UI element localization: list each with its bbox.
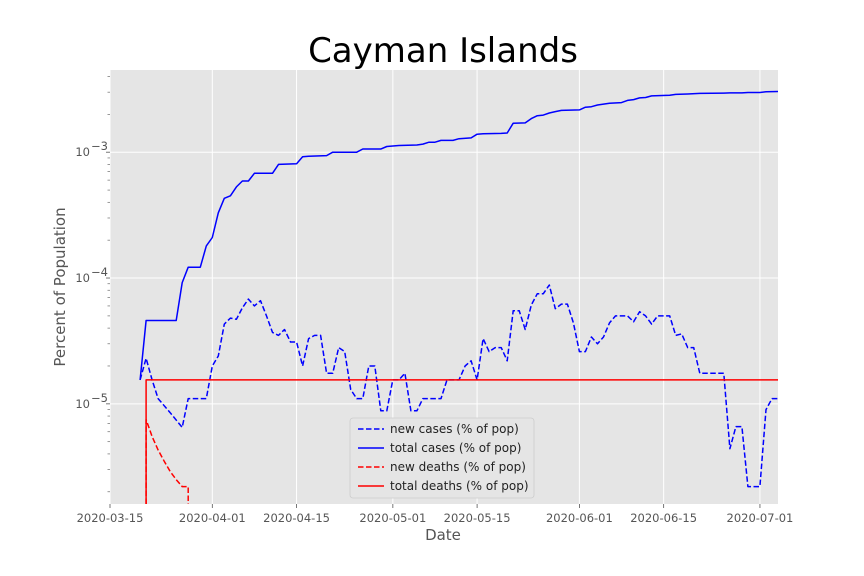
series-line-1	[139, 90, 778, 380]
series-line-2	[145, 418, 189, 504]
legend-label: total deaths (% of pop)	[390, 479, 529, 493]
y-tick-label: 10	[75, 397, 90, 411]
y-tick-exponent: −3	[91, 139, 108, 153]
y-axis-label: Percent of Population	[51, 207, 69, 366]
legend-box	[349, 417, 535, 499]
legend-label: new deaths (% of pop)	[390, 460, 526, 474]
x-tick-label: 2020-06-01	[546, 511, 613, 525]
x-tick-label: 2020-04-15	[263, 511, 330, 525]
y-tick-label: 10	[75, 145, 90, 159]
series-line-0	[139, 284, 778, 488]
legend-label: total cases (% of pop)	[390, 441, 521, 455]
grid	[109, 70, 778, 504]
legend-label: new cases (% of pop)	[390, 422, 519, 436]
x-axis-label: Date	[425, 526, 461, 544]
x-tick-label: 2020-07-01	[727, 511, 794, 525]
x-tick-label: 2020-04-01	[179, 511, 246, 525]
y-tick-label: 10	[75, 271, 90, 285]
x-tick-label: 2020-03-15	[77, 511, 144, 525]
x-tick-label: 2020-05-15	[444, 511, 511, 525]
y-tick-exponent: −5	[91, 391, 108, 405]
series-line-3	[145, 379, 778, 504]
x-tick-label: 2020-05-01	[359, 511, 426, 525]
y-tick-exponent: −4	[91, 265, 108, 279]
series-layer	[139, 90, 778, 504]
legend: new cases (% of pop) total cases (% of po…	[349, 417, 535, 499]
chart-title: Cayman Islands	[308, 31, 578, 71]
x-tick-label: 2020-06-15	[630, 511, 697, 525]
